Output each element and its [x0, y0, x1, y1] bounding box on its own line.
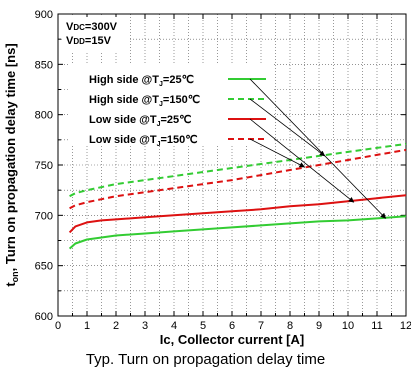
x-tick-label: 0	[55, 320, 61, 332]
series-line-3	[69, 148, 407, 210]
x-tick-label: 1	[84, 320, 90, 332]
x-tick-label: 9	[316, 320, 322, 332]
y-tick-label: 850	[35, 59, 53, 71]
x-tick-label: 8	[287, 320, 293, 332]
legend-text: High side @T	[89, 94, 159, 106]
condition-main: V	[66, 35, 74, 47]
y-axis-label-subscript: on	[10, 271, 20, 282]
condition-subscript: DC	[73, 23, 85, 32]
legend-text: Low side @T	[89, 134, 157, 146]
y-tick-label: 700	[35, 210, 53, 222]
legend-label-1: High side @TJ=150℃	[89, 94, 200, 108]
y-tick-label: 600	[35, 311, 53, 323]
y-tick-label: 800	[35, 110, 53, 122]
x-tick-label: 5	[200, 320, 206, 332]
legend-subscript: J	[159, 101, 163, 108]
legend-pointer-arrow-1	[249, 98, 326, 157]
legend-text: =25℃	[160, 114, 191, 126]
legend-pointer-arrow-3	[249, 138, 305, 168]
y-axis-label-main: t	[3, 282, 18, 287]
series-lines	[68, 142, 407, 250]
legend-subscript: J	[159, 81, 163, 88]
series-line-0	[68, 215, 407, 250]
x-tick-label: 12	[400, 320, 411, 332]
condition-value: =300V	[85, 21, 118, 33]
legend-text: Low side @T	[89, 114, 157, 126]
x-tick-label: 10	[342, 320, 354, 332]
x-tick-label: 11	[371, 320, 382, 332]
legend-subscript: J	[157, 121, 161, 128]
y-axis-label: ton, Turn on propagation delay time [ns]	[3, 43, 20, 286]
series-line-2	[68, 194, 407, 234]
series-line-1	[69, 142, 407, 198]
legend-label-3: Low side @TJ=150℃	[89, 134, 198, 148]
x-tick-label: 2	[113, 320, 119, 332]
legend-label-2: Low side @TJ=25℃	[89, 114, 192, 128]
condition-label: VDD=15V	[66, 35, 112, 47]
legend-pointer-arrow-2	[249, 118, 355, 203]
legend-label-0: High side @TJ=25℃	[89, 74, 194, 88]
legend-subscript: J	[157, 141, 161, 148]
y-tick-label: 900	[35, 9, 53, 21]
legend-text: =150℃	[163, 94, 200, 106]
legend-background	[69, 64, 274, 146]
condition-value: =15V	[85, 35, 112, 47]
condition-main: V	[66, 21, 74, 33]
conditions-background	[62, 17, 128, 51]
legend-text: =25℃	[163, 74, 194, 86]
legend-text: =150℃	[160, 134, 197, 146]
x-tick-label: 6	[229, 320, 235, 332]
y-tick-label: 750	[35, 160, 53, 172]
figure-caption: Typ. Turn on propagation delay time	[85, 351, 326, 368]
x-axis-label: Ic, Collector current [A]	[160, 332, 304, 347]
grid-lines	[58, 14, 406, 316]
legend-text: High side @T	[89, 74, 159, 86]
x-tick-label: 4	[171, 320, 177, 332]
x-tick-label: 3	[142, 320, 148, 332]
condition-subscript: DD	[73, 37, 85, 46]
y-axis-label-rest: , Turn on propagation delay time [ns]	[3, 43, 18, 271]
x-tick-label: 7	[258, 320, 264, 332]
condition-label: VDC=300V	[66, 21, 118, 33]
y-tick-label: 650	[35, 261, 53, 273]
legend-pointer-arrow-0	[249, 78, 387, 219]
